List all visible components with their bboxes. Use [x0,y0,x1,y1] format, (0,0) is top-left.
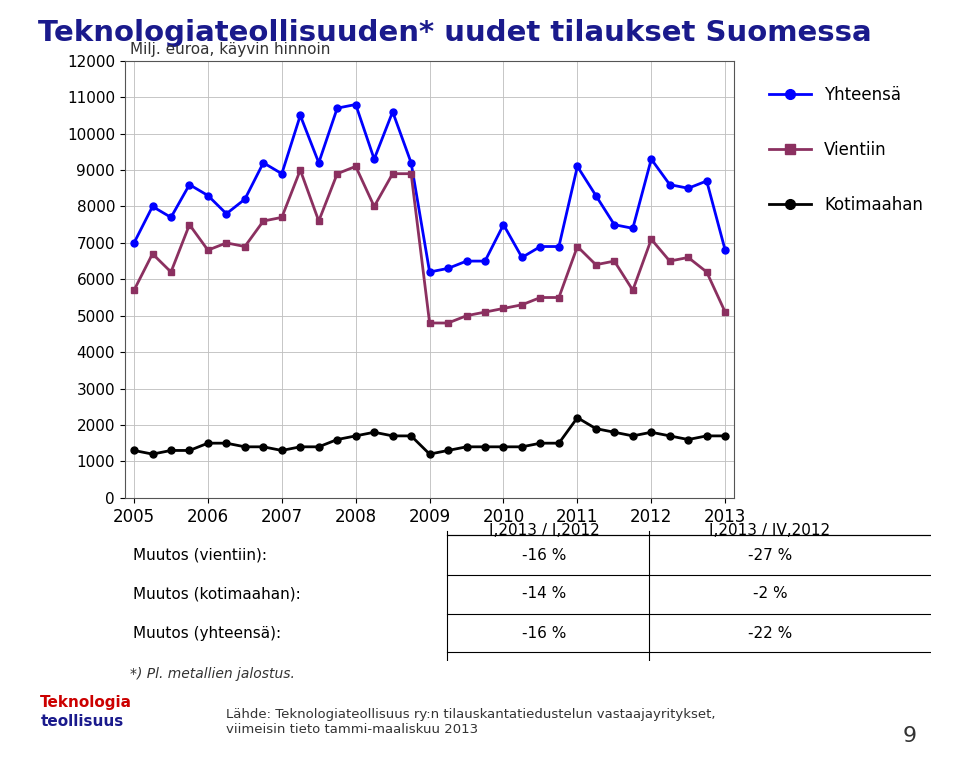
Text: -27 %: -27 % [748,548,792,562]
Text: -22 %: -22 % [748,625,792,641]
Text: *) Pl. metallien jalostus.: *) Pl. metallien jalostus. [130,667,295,681]
Text: Muutos (vientiin):: Muutos (vientiin): [132,548,267,562]
Text: I,2013 / I,2012: I,2013 / I,2012 [489,524,599,538]
Text: Lähde: Teknologiateollisuus ry:n tilauskantatiedustelun vastaajayritykset,
viime: Lähde: Teknologiateollisuus ry:n tilausk… [226,708,715,736]
Text: Teknologia: Teknologia [40,695,132,711]
Text: Muutos (kotimaahan):: Muutos (kotimaahan): [132,586,300,601]
Text: teollisuus: teollisuus [40,714,124,730]
Text: -14 %: -14 % [522,586,566,601]
Legend: Yhteensä, Vientiin, Kotimaahan: Yhteensä, Vientiin, Kotimaahan [761,78,931,222]
Text: -16 %: -16 % [522,548,566,562]
Text: -2 %: -2 % [753,586,787,601]
Text: 9: 9 [902,727,917,746]
Text: Teknologiateollisuuden* uudet tilaukset Suomessa: Teknologiateollisuuden* uudet tilaukset … [38,19,872,47]
Text: I,2013 / IV,2012: I,2013 / IV,2012 [709,524,830,538]
Text: Muutos (yhteensä):: Muutos (yhteensä): [132,625,281,641]
Text: -16 %: -16 % [522,625,566,641]
Text: Milj. euroa, käyvin hinnoin: Milj. euroa, käyvin hinnoin [130,42,330,57]
